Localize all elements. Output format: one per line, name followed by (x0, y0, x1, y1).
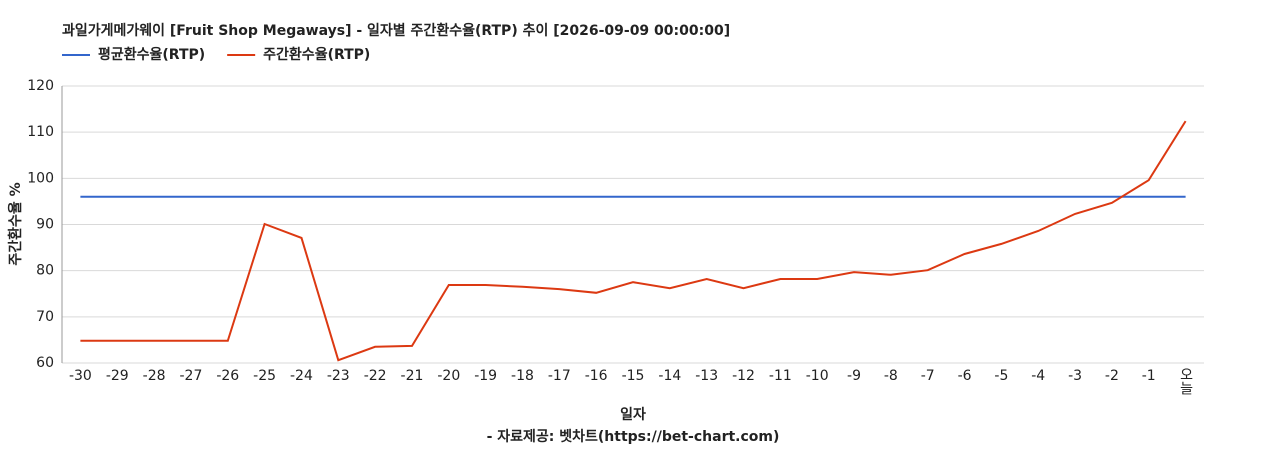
x-tick-label: -11 (769, 368, 792, 384)
x-tick-label: -3 (1068, 368, 1082, 384)
x-tick-label: -2 (1105, 368, 1119, 384)
y-tick-label: 90 (36, 217, 54, 233)
x-tick-label: -9 (847, 368, 861, 384)
y-tick-label: 100 (27, 170, 54, 186)
x-tick-label: -10 (806, 368, 829, 384)
x-tick-label: -4 (1031, 368, 1045, 384)
y-tick-label: 70 (36, 309, 54, 325)
x-tick-label: -17 (548, 368, 571, 384)
x-tick-label: -21 (401, 368, 424, 384)
y-axis-title: 주간환수율 % (7, 182, 24, 265)
x-tick-label: -8 (884, 368, 898, 384)
x-tick-label: -24 (290, 368, 313, 384)
x-tick-label: -25 (253, 368, 276, 384)
x-tick-label: -18 (511, 368, 534, 384)
legend-label: 평균환수율(RTP) (98, 46, 205, 63)
x-tick-label: -15 (622, 368, 645, 384)
x-tick-label: -22 (364, 368, 387, 384)
y-tick-label: 60 (36, 355, 54, 371)
x-tick-label: -16 (585, 368, 608, 384)
x-tick-label: -23 (327, 368, 350, 384)
y-tick-label: 110 (27, 124, 54, 140)
x-tick-label: -30 (69, 368, 92, 384)
x-tick-label: -26 (216, 368, 239, 384)
x-tick-label: -6 (958, 368, 972, 384)
chart-title: 과일가게메가웨이 [Fruit Shop Megaways] - 일자별 주간환… (62, 22, 730, 39)
y-tick-label: 80 (36, 263, 54, 279)
x-tick-label: -20 (437, 368, 460, 384)
x-tick-label: -14 (658, 368, 681, 384)
y-tick-label: 120 (27, 78, 54, 94)
x-tick-label: -13 (695, 368, 718, 384)
x-tick-label: -29 (106, 368, 129, 384)
x-tick-label: -5 (994, 368, 1008, 384)
x-tick-label: -7 (921, 368, 935, 384)
series-line (80, 120, 1187, 362)
x-axis-title: 일자 (620, 407, 646, 423)
x-tick-label: -19 (474, 368, 497, 384)
legend-label: 주간환수율(RTP) (263, 46, 370, 63)
x-tick-label: 오늘 (1178, 367, 1194, 395)
x-tick-label: -12 (732, 368, 755, 384)
x-tick-label: -1 (1142, 368, 1156, 384)
source-note: - 자료제공: 벳차트(https://bet-chart.com) (487, 428, 780, 445)
x-tick-label: -28 (143, 368, 166, 384)
x-tick-label: -27 (179, 368, 202, 384)
